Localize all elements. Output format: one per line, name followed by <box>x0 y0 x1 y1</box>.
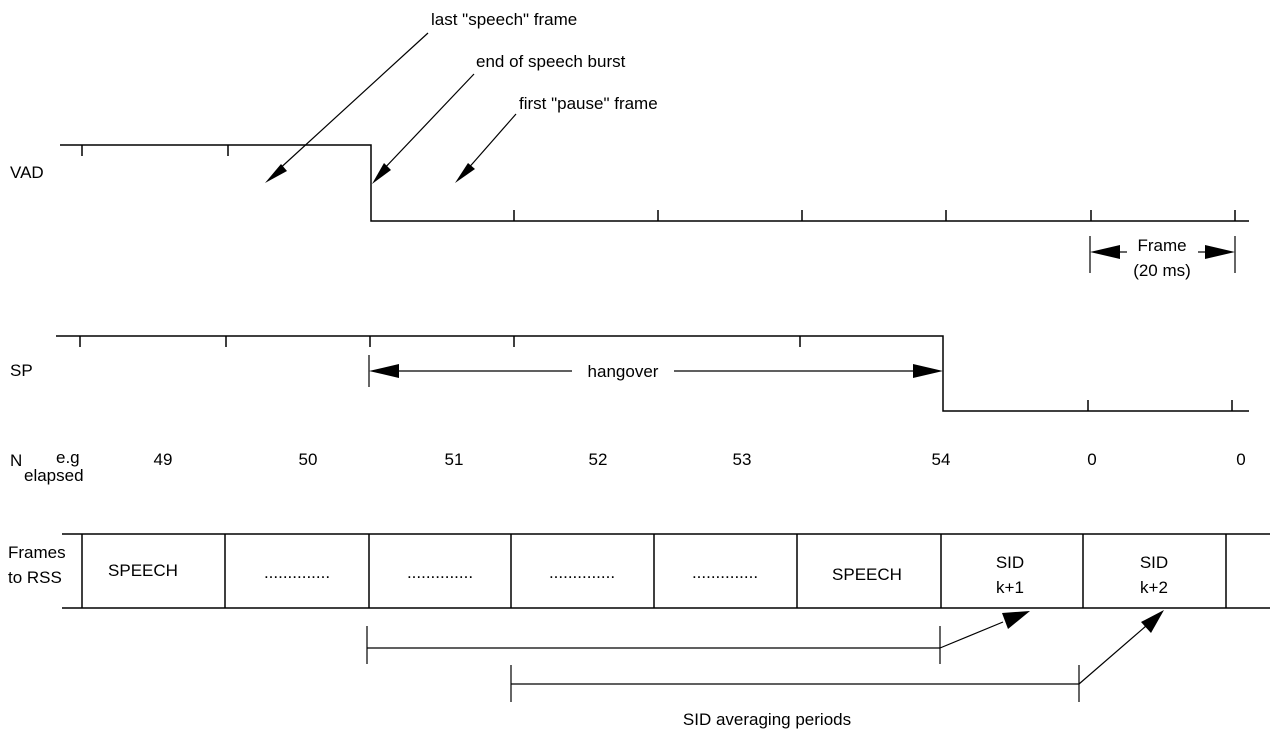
frame-cell: SID <box>1140 553 1168 572</box>
sid-averaging-period-2 <box>510 610 1164 702</box>
vad-label: VAD <box>10 163 44 182</box>
n-elapsed-subscript: elapsed <box>24 466 84 485</box>
frame-duration-indicator <box>1089 236 1236 273</box>
n-elapsed-value: 50 <box>299 450 318 469</box>
annotation-arrow-end-of-burst <box>372 73 475 184</box>
sp-waveform <box>56 335 1249 412</box>
n-elapsed-value: 0 <box>1087 450 1096 469</box>
annotation-first-pause-frame: first "pause" frame <box>519 94 658 113</box>
vad-waveform <box>60 144 1249 222</box>
n-elapsed-label: N <box>10 451 22 470</box>
sp-label: SP <box>10 361 33 380</box>
frames-to-rss-label: Frames <box>8 543 66 562</box>
sid-averaging-period-1 <box>366 611 1030 664</box>
annotation-last-speech-frame: last "speech" frame <box>431 10 577 29</box>
sid-averaging-periods-label: SID averaging periods <box>683 710 851 729</box>
n-elapsed-eg: e.g <box>56 448 80 467</box>
frame-duration-label: (20 ms) <box>1133 261 1191 280</box>
n-elapsed-value: 52 <box>589 450 608 469</box>
frame-cell: .............. <box>549 563 615 582</box>
frame-label: Frame <box>1137 236 1186 255</box>
frame-cell: SID <box>996 553 1024 572</box>
frames-to-rss-table <box>62 533 1270 609</box>
frame-cell: .............. <box>264 563 330 582</box>
n-elapsed-value: 54 <box>932 450 951 469</box>
frame-cell: SPEECH <box>832 565 902 584</box>
hangover-label: hangover <box>588 362 659 381</box>
n-elapsed-value: 53 <box>733 450 752 469</box>
frame-cell-sub: k+2 <box>1140 578 1168 597</box>
annotation-arrow-last-speech <box>265 32 429 183</box>
annotation-arrow-first-pause <box>455 113 517 183</box>
n-elapsed-value: 0 <box>1236 450 1245 469</box>
frame-cell: .............. <box>692 563 758 582</box>
frames-to-rss-label-line2: to RSS <box>8 568 62 587</box>
frame-cell: SPEECH <box>108 561 178 580</box>
frame-cell-sub: k+1 <box>996 578 1024 597</box>
frame-cell: .............. <box>407 563 473 582</box>
annotation-end-of-speech-burst: end of speech burst <box>476 52 626 71</box>
hangover-arrow <box>368 355 943 387</box>
n-elapsed-value: 51 <box>445 450 464 469</box>
n-elapsed-value: 49 <box>154 450 173 469</box>
